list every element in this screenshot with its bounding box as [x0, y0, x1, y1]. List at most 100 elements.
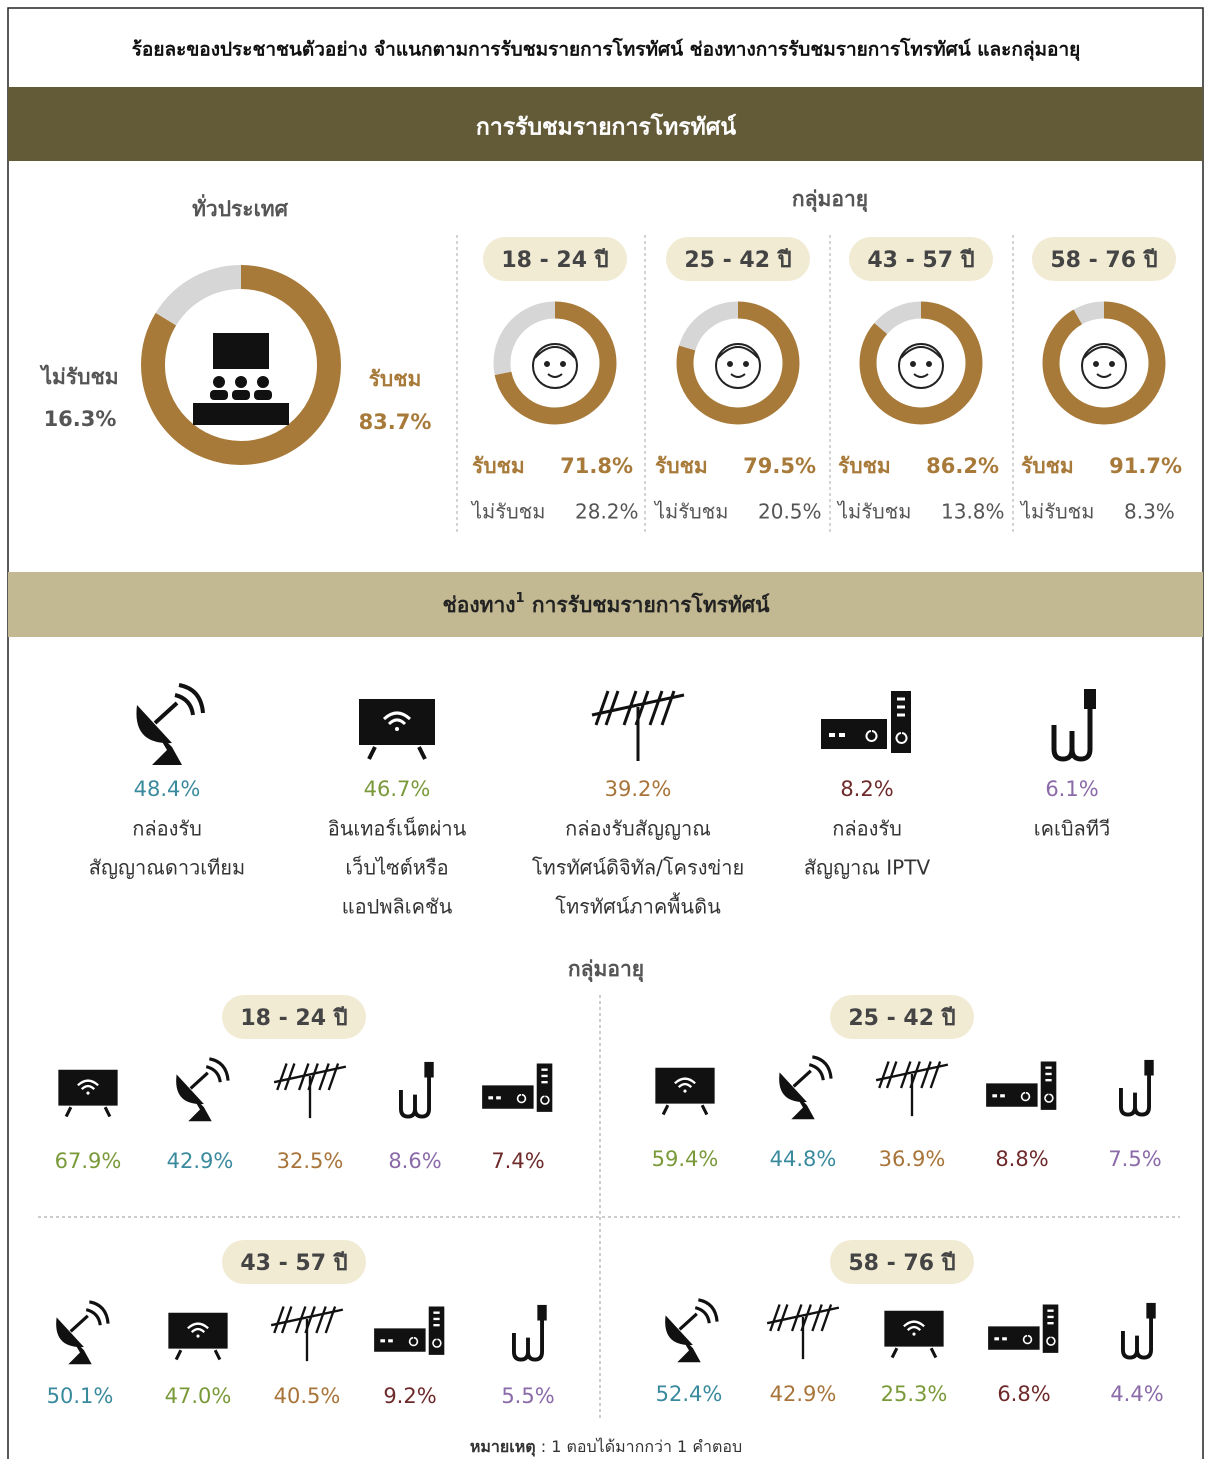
icon-part — [196, 1334, 200, 1338]
cable-icon — [1051, 689, 1096, 762]
donut-not-watch — [676, 301, 800, 425]
age-label: 43 - 57 ปี — [867, 248, 974, 273]
age-heading: กลุ่มอายุ — [568, 957, 644, 983]
watch-label: รับชม — [369, 367, 422, 391]
icon-part — [865, 730, 878, 742]
channel-label: กล่องรับสัญญาณ — [565, 817, 711, 841]
channel-value: 5.5% — [501, 1384, 554, 1408]
age-pill — [830, 1240, 974, 1284]
icon-part — [655, 1067, 715, 1104]
icon-part — [307, 1063, 319, 1091]
icon-part — [634, 690, 650, 726]
eye — [560, 361, 566, 367]
icon-part — [408, 1336, 419, 1347]
icon-part — [152, 730, 182, 765]
icon-part — [315, 1306, 327, 1334]
section-band — [8, 572, 1203, 637]
person-icon — [257, 376, 269, 388]
national-heading: ทั่วประเทศ — [192, 193, 289, 221]
watch-label: รับชม — [838, 454, 891, 478]
age-label: 58 - 76 ปี — [848, 1251, 955, 1276]
icon-part — [1119, 1075, 1151, 1117]
cable-icon — [1119, 1059, 1154, 1117]
person-icon — [213, 376, 225, 388]
channel-value: 44.8% — [770, 1147, 837, 1171]
cable-icon — [1121, 1302, 1156, 1360]
not-watch-label: ไม่รับชม — [470, 500, 545, 524]
mouth — [547, 373, 563, 378]
donut-not-watch — [859, 301, 983, 425]
icon-part — [382, 711, 412, 726]
icon-part — [541, 1068, 548, 1084]
icon-part — [1084, 689, 1096, 709]
desk-icon — [193, 403, 289, 425]
icon-part — [790, 1304, 803, 1332]
icon-part — [884, 1310, 944, 1347]
icon-part — [69, 1314, 89, 1333]
not-watch-label: ไม่รับชม — [39, 364, 118, 389]
age-label: 25 - 42 ปี — [848, 1006, 955, 1031]
donut-not-watch — [1042, 301, 1166, 425]
hair — [1083, 346, 1125, 359]
face — [532, 343, 578, 389]
person-icon — [254, 390, 272, 400]
satellite-icon — [665, 1298, 719, 1363]
age-label: 58 - 76 ปี — [1050, 248, 1157, 273]
icon-part — [1044, 1093, 1054, 1103]
donut-watch — [1042, 301, 1166, 425]
icon-part — [174, 683, 205, 716]
mouth — [730, 373, 746, 378]
icon-part — [1121, 1318, 1153, 1360]
icon-part — [677, 1334, 701, 1363]
icon-part — [800, 1304, 812, 1332]
iptv-icon — [821, 691, 911, 753]
eye — [926, 361, 932, 367]
icon-part — [56, 1317, 84, 1348]
icon-part — [174, 1349, 222, 1361]
cable-icon — [399, 1061, 434, 1119]
icon-part — [276, 1063, 288, 1091]
age-label: 18 - 24 ปี — [501, 248, 608, 273]
icon-part — [694, 1298, 719, 1324]
section-heading: ช่องทาง1 การรับชมรายการโทรทัศน์ — [443, 591, 771, 618]
age-pill — [222, 995, 366, 1039]
channel-value: 8.8% — [995, 1147, 1048, 1171]
heading-text: การรับชมรายการโทรทัศน์ — [525, 592, 771, 617]
icon-part — [604, 690, 620, 726]
channel-value: 36.9% — [879, 1147, 946, 1171]
eye — [1109, 361, 1115, 367]
icon-part — [424, 1061, 434, 1078]
channel-value: 6.1% — [1045, 777, 1098, 801]
antenna-icon — [766, 1304, 840, 1360]
cable-icon — [512, 1304, 547, 1362]
channel-value: 6.8% — [997, 1382, 1050, 1406]
icon-part — [1046, 1336, 1056, 1346]
channel-label: เว็บไซต์หรือ — [345, 855, 448, 880]
antenna-icon — [273, 1063, 347, 1119]
age-label: 18 - 24 ปี — [240, 1006, 347, 1031]
watch-value: 86.2% — [926, 454, 999, 478]
antenna-icon — [591, 690, 685, 761]
watch-value: 91.7% — [1109, 454, 1182, 478]
not-watch-value: 28.2% — [575, 500, 639, 524]
icon-part — [903, 1320, 925, 1332]
age-pill — [666, 237, 810, 281]
channel-value: 8.2% — [840, 777, 893, 801]
channel-value: 48.4% — [134, 777, 201, 801]
channel-label: โทรทัศน์ดิจิทัล/โครงข่าย — [532, 856, 744, 880]
icon-part — [367, 746, 427, 760]
channel-value: 40.5% — [274, 1384, 341, 1408]
satellite-icon — [56, 1300, 110, 1365]
icon-part — [432, 1338, 442, 1348]
age-pill — [483, 237, 627, 281]
icon-part — [1022, 1334, 1033, 1345]
icon-part — [327, 1063, 340, 1091]
face — [898, 343, 944, 389]
not-watch-label: ไม่รับชม — [653, 500, 728, 524]
face — [1081, 343, 1127, 389]
hair — [900, 346, 942, 359]
channel-value: 42.9% — [770, 1382, 837, 1406]
channel-value: 25.3% — [881, 1382, 948, 1406]
